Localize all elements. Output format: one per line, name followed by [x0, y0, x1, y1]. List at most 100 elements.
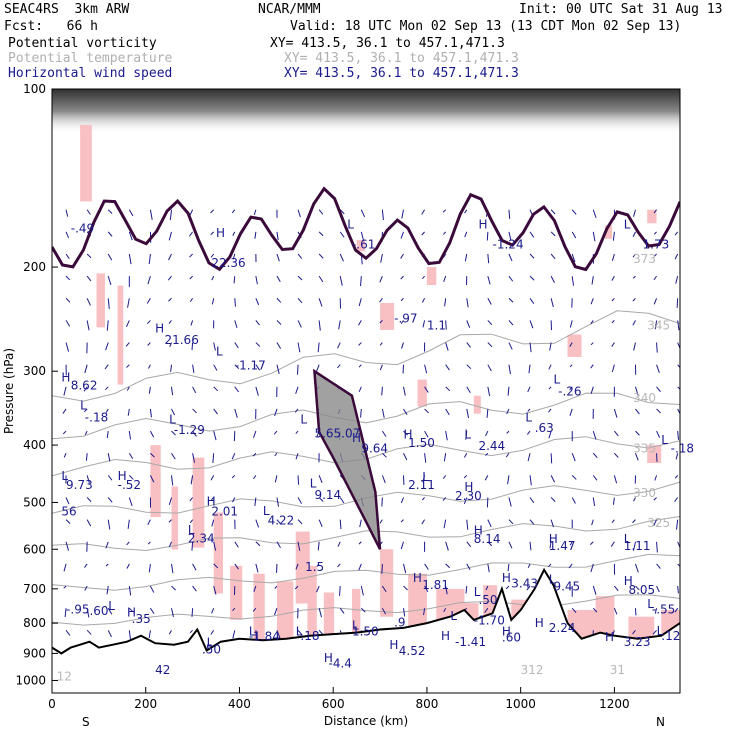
pv-label-36: -.55	[652, 602, 675, 616]
wind-vector-382	[444, 298, 447, 307]
wind-vector-114	[171, 408, 176, 416]
theta-isoline-5	[52, 553, 680, 591]
wind-vector-257	[318, 320, 321, 331]
wind-vector-555	[613, 408, 618, 418]
wind-vector-246	[297, 541, 301, 551]
wind-vector-577	[635, 430, 640, 436]
wind-vector-150	[211, 275, 215, 281]
wind-vector-54	[107, 475, 113, 481]
wind-vector-247	[295, 563, 299, 570]
wind-vector-50	[104, 386, 109, 391]
wind-vector-216	[276, 342, 282, 349]
pv-label-22: 9.14	[314, 488, 341, 502]
wind-vector-392	[443, 519, 447, 529]
theta-label-4: 330	[633, 486, 656, 500]
wind-vector-448	[508, 364, 511, 375]
pv-label-28: 1.47	[549, 539, 576, 553]
wind-vector-224	[276, 519, 282, 525]
wind-vector-30	[83, 408, 88, 413]
shaded-region-2	[117, 285, 124, 385]
pv-label-8: 8.62	[71, 378, 98, 392]
pv-label-3: 1.73	[643, 237, 670, 251]
wind-vector-227	[274, 585, 278, 589]
wind-vector-141	[191, 541, 194, 551]
x-tick-label-2: 400	[228, 697, 251, 711]
wind-vector-220	[273, 430, 278, 435]
wind-vector-288	[337, 541, 341, 547]
wind-vector-93	[149, 408, 152, 418]
wind-vector-344	[403, 386, 406, 396]
wind-vector-485	[550, 253, 556, 260]
pv-label-51: 4.52	[399, 644, 426, 658]
wind-vector-410	[463, 452, 468, 458]
wind-vector-34	[86, 497, 92, 502]
wind-vector-605	[656, 585, 660, 593]
wind-vector-23	[86, 253, 92, 259]
wind-vector-478	[527, 563, 531, 568]
wind-vector-471	[527, 408, 531, 412]
pv-label-42: 2.24	[549, 621, 576, 635]
wind-vector-166	[210, 630, 215, 635]
wind-vector-469	[528, 364, 531, 374]
wind-vector-531	[590, 342, 594, 346]
pv-label-4: -.97	[394, 311, 417, 325]
wind-vector-105	[169, 209, 173, 220]
pv-label-37: -.95	[66, 602, 89, 616]
shaded-region-5	[192, 457, 205, 548]
wind-vector-429	[486, 408, 489, 418]
wind-vector-172	[234, 298, 236, 307]
wind-vector-15	[65, 541, 69, 551]
wind-vector-223	[276, 497, 280, 507]
pv-label-33: 9.45	[553, 580, 580, 594]
wind-vector-505	[571, 231, 577, 239]
end-label-left: S	[82, 715, 90, 729]
wind-vector-337	[400, 231, 404, 239]
hl-marker-19: L	[422, 470, 429, 484]
wind-vector-513	[569, 408, 573, 416]
wind-vector-89	[146, 320, 151, 325]
wind-vector-170	[232, 253, 236, 260]
wind-vector-139	[189, 497, 193, 502]
field-theta-name: Potential temperature	[8, 51, 173, 66]
wind-vector-368	[424, 453, 427, 463]
hl-marker-35: L	[352, 618, 359, 632]
wind-vector-52	[106, 431, 109, 439]
wind-vector-517	[571, 497, 576, 504]
theta-isoline-0	[52, 310, 680, 402]
x-tick-label-4: 800	[415, 697, 438, 711]
wind-vector-360	[422, 275, 425, 280]
wind-vector-278	[338, 320, 341, 330]
wind-vector-6	[65, 342, 70, 352]
wind-vector-336	[401, 209, 404, 219]
wind-vector-132	[191, 342, 194, 351]
shaded-region-4	[171, 486, 179, 550]
wind-vector-533	[590, 386, 594, 394]
wind-vector-222	[274, 475, 278, 483]
y-tick-label-8: 900	[23, 646, 46, 660]
wind-vector-324	[381, 408, 385, 418]
wind-vector-140	[189, 519, 193, 524]
wind-vector-99	[147, 541, 151, 545]
wind-vector-16	[63, 563, 67, 572]
wind-vector-515	[571, 453, 576, 462]
wind-vector-411	[463, 475, 468, 479]
theta-label-6: 312	[521, 663, 544, 677]
wind-vector-280	[337, 364, 341, 369]
wind-vector-370	[421, 497, 425, 501]
wind-vector-229	[276, 630, 281, 639]
wind-vector-235	[297, 297, 303, 304]
wind-vector-467	[529, 320, 534, 329]
wind-vector-435	[487, 541, 493, 547]
wind-vector-312	[360, 607, 366, 613]
wind-vector-413	[466, 519, 469, 530]
wind-vector-506	[571, 253, 576, 263]
wind-vector-589	[653, 231, 657, 235]
field-wind-xy: XY= 413.5, 36.1 to 457.1,471.3	[284, 66, 519, 81]
wind-vector-497	[550, 519, 554, 528]
wind-vector-366	[424, 408, 430, 414]
wind-vector-59	[106, 585, 109, 595]
center-name: NCAR/MMM	[258, 2, 321, 17]
wind-vector-190	[254, 231, 257, 239]
wind-vector-371	[421, 519, 426, 525]
wind-vector-426	[487, 342, 493, 348]
